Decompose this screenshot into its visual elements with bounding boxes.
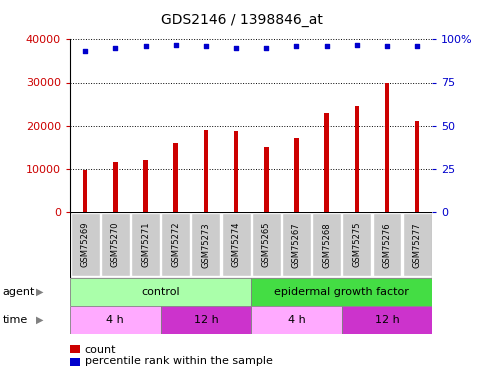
- Bar: [264, 147, 269, 212]
- Bar: [342, 213, 371, 276]
- Bar: [312, 213, 341, 276]
- Text: GSM75269: GSM75269: [81, 222, 90, 267]
- Bar: [83, 170, 87, 212]
- Text: GSM75267: GSM75267: [292, 222, 301, 267]
- Bar: [161, 213, 190, 276]
- Text: 4 h: 4 h: [287, 315, 305, 325]
- Bar: [385, 82, 389, 212]
- Point: [112, 45, 119, 51]
- Text: GDS2146 / 1398846_at: GDS2146 / 1398846_at: [160, 13, 323, 27]
- Bar: [70, 278, 251, 306]
- Text: agent: agent: [2, 286, 35, 297]
- Bar: [251, 306, 342, 334]
- Text: control: control: [142, 286, 180, 297]
- Point: [232, 45, 240, 51]
- Bar: [173, 143, 178, 212]
- Bar: [191, 213, 220, 276]
- Bar: [372, 213, 401, 276]
- Point: [202, 43, 210, 49]
- Point: [353, 42, 361, 48]
- Point: [383, 43, 391, 49]
- Text: epidermal growth factor: epidermal growth factor: [274, 286, 409, 297]
- Point: [323, 43, 330, 49]
- Bar: [143, 160, 148, 212]
- Bar: [70, 306, 160, 334]
- Text: 12 h: 12 h: [375, 315, 399, 325]
- Bar: [113, 162, 117, 212]
- Bar: [234, 131, 238, 212]
- Text: 4 h: 4 h: [106, 315, 124, 325]
- Bar: [204, 130, 208, 212]
- Text: GSM75273: GSM75273: [201, 222, 211, 267]
- Text: GSM75274: GSM75274: [231, 222, 241, 267]
- Text: ▶: ▶: [36, 286, 44, 297]
- Bar: [403, 213, 432, 276]
- Bar: [71, 213, 99, 276]
- Text: GSM75271: GSM75271: [141, 222, 150, 267]
- Bar: [222, 213, 251, 276]
- Bar: [342, 306, 432, 334]
- Bar: [131, 213, 160, 276]
- Bar: [282, 213, 311, 276]
- Point: [293, 43, 300, 49]
- Text: 12 h: 12 h: [194, 315, 218, 325]
- Text: count: count: [85, 345, 116, 355]
- Bar: [325, 112, 329, 212]
- Point: [262, 45, 270, 51]
- Text: GSM75275: GSM75275: [352, 222, 361, 267]
- Bar: [101, 213, 130, 276]
- Bar: [251, 278, 432, 306]
- Text: GSM75272: GSM75272: [171, 222, 180, 267]
- Point: [81, 48, 89, 54]
- Text: time: time: [2, 315, 28, 325]
- Text: GSM75276: GSM75276: [383, 222, 392, 267]
- Point: [142, 43, 149, 49]
- Text: GSM75268: GSM75268: [322, 222, 331, 267]
- Text: GSM75265: GSM75265: [262, 222, 271, 267]
- Text: ▶: ▶: [36, 315, 44, 325]
- Bar: [294, 138, 298, 212]
- Point: [172, 42, 180, 48]
- Bar: [415, 122, 419, 212]
- Point: [413, 43, 421, 49]
- Text: percentile rank within the sample: percentile rank within the sample: [85, 356, 272, 366]
- Bar: [252, 213, 281, 276]
- Text: GSM75270: GSM75270: [111, 222, 120, 267]
- Text: GSM75277: GSM75277: [412, 222, 422, 267]
- Bar: [160, 306, 251, 334]
- Bar: [355, 106, 359, 212]
